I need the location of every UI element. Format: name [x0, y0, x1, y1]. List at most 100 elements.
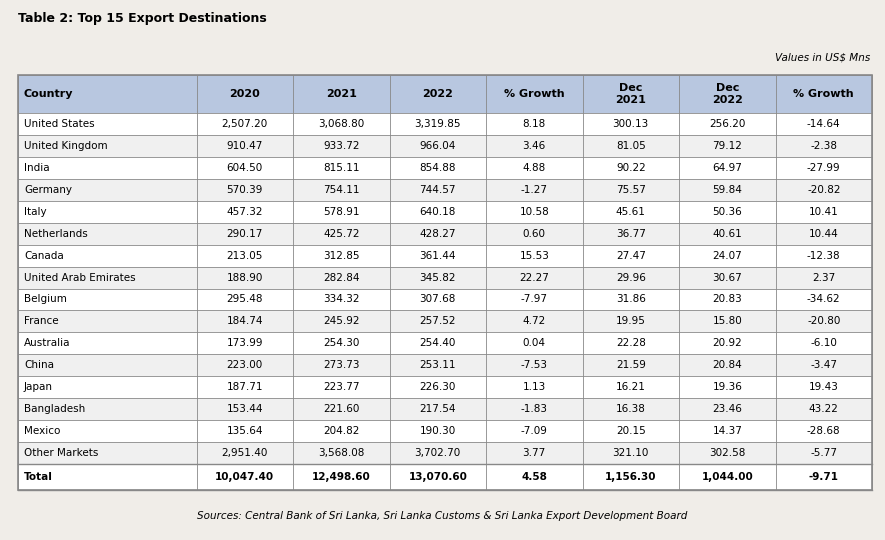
Bar [18, 420, 872, 442]
Text: 321.10: 321.10 [612, 448, 649, 458]
Text: Belgium: Belgium [24, 294, 67, 305]
Text: -2.38: -2.38 [811, 141, 837, 151]
Text: 12,498.60: 12,498.60 [312, 472, 371, 482]
Text: 40.61: 40.61 [712, 228, 743, 239]
Text: 27.47: 27.47 [616, 251, 646, 261]
Text: 3,068.80: 3,068.80 [318, 119, 365, 129]
Text: 578.91: 578.91 [323, 207, 359, 217]
Text: 3,702.70: 3,702.70 [415, 448, 461, 458]
Text: 457.32: 457.32 [227, 207, 263, 217]
Text: Country: Country [24, 89, 73, 99]
Bar [18, 354, 872, 376]
Text: -7.09: -7.09 [520, 426, 548, 436]
Text: 16.38: 16.38 [616, 404, 646, 414]
Bar [18, 398, 872, 420]
Text: 300.13: 300.13 [612, 119, 649, 129]
Text: 815.11: 815.11 [323, 163, 359, 173]
Bar [18, 333, 872, 354]
Bar [18, 310, 872, 333]
Text: 744.57: 744.57 [419, 185, 456, 195]
Text: 1,156.30: 1,156.30 [605, 472, 657, 482]
Text: 16.21: 16.21 [616, 382, 646, 392]
Text: Canada: Canada [24, 251, 64, 261]
Text: 8.18: 8.18 [523, 119, 546, 129]
Text: 21.59: 21.59 [616, 360, 646, 370]
Text: 20.84: 20.84 [712, 360, 743, 370]
Text: 256.20: 256.20 [709, 119, 745, 129]
Text: 428.27: 428.27 [419, 228, 456, 239]
Text: 290.17: 290.17 [227, 228, 263, 239]
Text: 10,047.40: 10,047.40 [215, 472, 274, 482]
Text: 19.36: 19.36 [712, 382, 743, 392]
Text: 302.58: 302.58 [709, 448, 745, 458]
Text: 345.82: 345.82 [419, 273, 456, 282]
Text: 43.22: 43.22 [809, 404, 839, 414]
Text: 30.67: 30.67 [712, 273, 743, 282]
Text: 15.80: 15.80 [712, 316, 743, 326]
Text: -5.77: -5.77 [811, 448, 837, 458]
Text: 213.05: 213.05 [227, 251, 263, 261]
Text: -1.27: -1.27 [520, 185, 548, 195]
Text: -28.68: -28.68 [807, 426, 841, 436]
Text: 253.11: 253.11 [419, 360, 456, 370]
Text: -1.83: -1.83 [520, 404, 548, 414]
Text: United Kingdom: United Kingdom [24, 141, 108, 151]
Text: 90.22: 90.22 [616, 163, 646, 173]
Text: 295.48: 295.48 [227, 294, 263, 305]
Text: 10.44: 10.44 [809, 228, 839, 239]
Bar [18, 245, 872, 267]
Text: 29.96: 29.96 [616, 273, 646, 282]
Text: 273.73: 273.73 [323, 360, 359, 370]
Text: 24.07: 24.07 [712, 251, 743, 261]
Text: 361.44: 361.44 [419, 251, 456, 261]
Text: -7.53: -7.53 [520, 360, 548, 370]
Bar [18, 267, 872, 288]
Text: -27.99: -27.99 [807, 163, 841, 173]
Text: Values in US$ Mns: Values in US$ Mns [774, 52, 870, 62]
Text: India: India [24, 163, 50, 173]
Text: % Growth: % Growth [794, 89, 854, 99]
Text: 13,070.60: 13,070.60 [408, 472, 467, 482]
Bar [18, 135, 872, 157]
Text: 2,507.20: 2,507.20 [221, 119, 268, 129]
Text: 754.11: 754.11 [323, 185, 359, 195]
Text: 334.32: 334.32 [323, 294, 359, 305]
Text: 226.30: 226.30 [419, 382, 456, 392]
Text: 4.88: 4.88 [523, 163, 546, 173]
Text: 15.53: 15.53 [519, 251, 550, 261]
Bar [18, 75, 872, 490]
Bar [18, 157, 872, 179]
Text: Australia: Australia [24, 339, 71, 348]
Bar [18, 222, 872, 245]
Text: -9.71: -9.71 [809, 472, 839, 482]
Text: 188.90: 188.90 [227, 273, 263, 282]
Bar [18, 201, 872, 222]
Text: 245.92: 245.92 [323, 316, 359, 326]
Text: Netherlands: Netherlands [24, 228, 88, 239]
Text: 0.04: 0.04 [523, 339, 546, 348]
Text: United States: United States [24, 119, 95, 129]
Text: 45.61: 45.61 [616, 207, 646, 217]
Bar [18, 376, 872, 398]
Text: 64.97: 64.97 [712, 163, 743, 173]
Text: Total: Total [24, 472, 53, 482]
Text: -14.64: -14.64 [807, 119, 841, 129]
Bar [18, 442, 872, 464]
Text: -20.80: -20.80 [807, 316, 841, 326]
Text: 22.27: 22.27 [519, 273, 550, 282]
Text: 307.68: 307.68 [419, 294, 456, 305]
Text: 604.50: 604.50 [227, 163, 263, 173]
Text: 173.99: 173.99 [227, 339, 263, 348]
Text: -20.82: -20.82 [807, 185, 841, 195]
Bar [18, 113, 872, 135]
Text: -34.62: -34.62 [807, 294, 841, 305]
Bar [18, 464, 872, 490]
Text: 187.71: 187.71 [227, 382, 263, 392]
Text: 36.77: 36.77 [616, 228, 646, 239]
Text: 20.92: 20.92 [712, 339, 743, 348]
Text: 23.46: 23.46 [712, 404, 743, 414]
Text: -12.38: -12.38 [807, 251, 841, 261]
Text: 2,951.40: 2,951.40 [221, 448, 268, 458]
Text: 4.58: 4.58 [521, 472, 547, 482]
Text: 184.74: 184.74 [227, 316, 263, 326]
